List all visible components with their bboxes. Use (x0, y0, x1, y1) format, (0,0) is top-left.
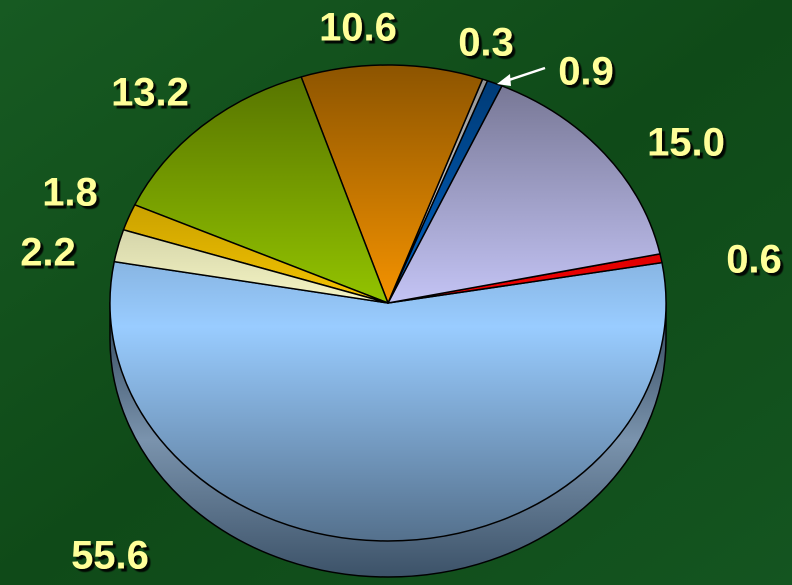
data-label: 10.6 (319, 6, 397, 50)
data-label: 1.8 (42, 171, 98, 215)
data-label: 0.3 (458, 21, 514, 65)
data-label: 15.0 (647, 121, 725, 165)
pie (109, 64, 667, 578)
data-label: 0.6 (726, 238, 782, 282)
data-label: 0.9 (558, 50, 614, 94)
data-label: 2.2 (20, 231, 76, 275)
data-label: 13.2 (111, 71, 189, 115)
data-label: 55.6 (71, 534, 149, 578)
labels: 55.6 0.6 15.0 0.9 0.3 10.6 13.2 1.8 2.2 (20, 6, 782, 578)
arrow-head (497, 74, 511, 86)
